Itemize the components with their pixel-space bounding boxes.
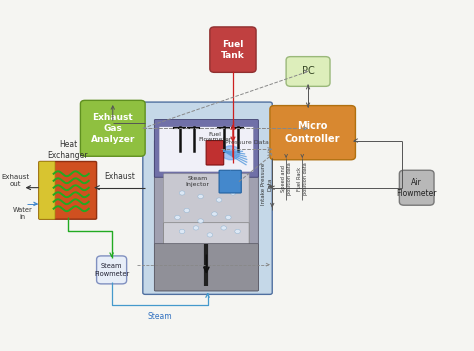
FancyBboxPatch shape: [155, 140, 258, 291]
FancyBboxPatch shape: [210, 27, 256, 72]
Text: Steam: Steam: [147, 312, 172, 321]
Text: Exhaust: Exhaust: [104, 172, 135, 181]
Circle shape: [221, 146, 240, 160]
Text: Fuel Rack
position data: Fuel Rack position data: [297, 163, 308, 196]
Text: Water
in: Water in: [13, 207, 33, 220]
Text: Micro
Controller: Micro Controller: [285, 121, 340, 144]
Circle shape: [235, 229, 240, 233]
Text: Steam
Injector: Steam Injector: [186, 176, 210, 187]
Circle shape: [198, 219, 203, 223]
Circle shape: [179, 191, 185, 195]
FancyBboxPatch shape: [97, 256, 127, 284]
FancyBboxPatch shape: [206, 140, 224, 165]
Circle shape: [226, 216, 231, 220]
Text: Speed and
position data: Speed and position data: [281, 163, 292, 196]
Text: Steam
Flowmeter: Steam Flowmeter: [94, 263, 129, 277]
Text: Fuel
Flowmeter: Fuel Flowmeter: [198, 132, 232, 143]
Circle shape: [193, 226, 199, 230]
Circle shape: [198, 194, 203, 199]
Text: Exhaust
Gas
Analyzer: Exhaust Gas Analyzer: [91, 113, 135, 144]
FancyBboxPatch shape: [286, 57, 330, 86]
Circle shape: [179, 229, 185, 233]
FancyBboxPatch shape: [39, 161, 55, 219]
FancyBboxPatch shape: [270, 106, 356, 160]
FancyBboxPatch shape: [219, 170, 241, 193]
Text: Air
Flowmeter: Air Flowmeter: [396, 178, 437, 198]
FancyBboxPatch shape: [164, 223, 249, 245]
FancyBboxPatch shape: [400, 170, 434, 205]
Text: Fuel
Tank: Fuel Tank: [221, 40, 245, 60]
Circle shape: [207, 233, 213, 237]
Text: PC: PC: [301, 66, 314, 77]
Circle shape: [184, 208, 190, 213]
FancyBboxPatch shape: [164, 174, 249, 282]
Circle shape: [221, 226, 227, 230]
FancyBboxPatch shape: [81, 100, 145, 156]
Circle shape: [216, 198, 222, 202]
Circle shape: [212, 212, 217, 216]
Text: Heat
Exchanger: Heat Exchanger: [48, 140, 88, 160]
FancyBboxPatch shape: [155, 120, 258, 177]
FancyBboxPatch shape: [143, 102, 272, 294]
FancyBboxPatch shape: [159, 127, 254, 172]
Circle shape: [175, 216, 180, 220]
Text: Intake Pressure
Data: Intake Pressure Data: [261, 163, 272, 205]
Circle shape: [230, 191, 236, 195]
Text: Exhaust
out: Exhaust out: [1, 174, 30, 187]
FancyBboxPatch shape: [155, 244, 258, 291]
FancyBboxPatch shape: [39, 161, 97, 219]
Text: Pressure Data: Pressure Data: [225, 140, 269, 145]
